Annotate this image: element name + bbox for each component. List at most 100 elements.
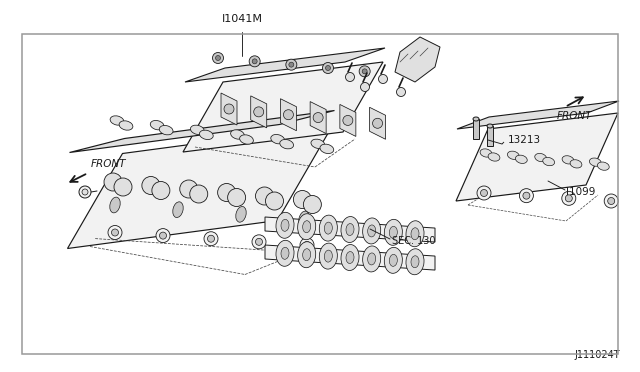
Ellipse shape [488, 153, 500, 161]
Ellipse shape [363, 218, 381, 244]
Ellipse shape [311, 139, 324, 148]
Ellipse shape [346, 224, 354, 235]
Circle shape [604, 194, 618, 208]
Circle shape [477, 186, 491, 200]
Ellipse shape [299, 211, 309, 227]
Circle shape [520, 189, 533, 203]
Circle shape [159, 232, 166, 239]
Polygon shape [183, 62, 383, 152]
Ellipse shape [406, 221, 424, 247]
Circle shape [481, 189, 488, 196]
Ellipse shape [515, 155, 527, 163]
Ellipse shape [281, 247, 289, 259]
Ellipse shape [384, 219, 403, 245]
Polygon shape [457, 101, 619, 129]
Circle shape [303, 196, 321, 214]
Circle shape [255, 187, 273, 205]
Polygon shape [395, 37, 440, 82]
Ellipse shape [389, 254, 397, 266]
Ellipse shape [303, 221, 310, 233]
Circle shape [104, 173, 122, 191]
Polygon shape [369, 107, 385, 139]
Circle shape [152, 182, 170, 199]
Polygon shape [473, 119, 479, 139]
Circle shape [300, 238, 314, 252]
Ellipse shape [230, 130, 244, 139]
Ellipse shape [406, 249, 424, 275]
Polygon shape [487, 126, 493, 146]
Circle shape [255, 238, 262, 245]
Circle shape [359, 66, 370, 77]
Text: FRONT: FRONT [557, 111, 593, 121]
Text: I1041M: I1041M [221, 14, 262, 24]
Polygon shape [280, 99, 296, 131]
Circle shape [180, 180, 198, 198]
Polygon shape [456, 113, 618, 201]
Ellipse shape [341, 244, 359, 270]
Ellipse shape [589, 158, 601, 166]
Circle shape [218, 183, 236, 202]
Circle shape [565, 195, 572, 202]
Circle shape [249, 56, 260, 67]
Ellipse shape [324, 222, 332, 234]
Ellipse shape [236, 206, 246, 222]
Polygon shape [70, 110, 335, 153]
Ellipse shape [346, 251, 354, 263]
Circle shape [286, 59, 297, 70]
Circle shape [326, 65, 330, 71]
Text: J111024T: J111024T [574, 350, 620, 360]
Circle shape [562, 191, 576, 205]
Polygon shape [67, 125, 333, 248]
Circle shape [523, 192, 530, 199]
Ellipse shape [570, 160, 582, 168]
Polygon shape [310, 102, 326, 134]
Bar [22, 34, 618, 354]
Text: 13213: 13213 [508, 135, 541, 145]
Circle shape [224, 104, 234, 114]
Ellipse shape [119, 121, 133, 130]
Ellipse shape [363, 246, 381, 272]
Ellipse shape [562, 156, 574, 164]
Polygon shape [221, 93, 237, 125]
Polygon shape [265, 245, 435, 270]
Circle shape [156, 229, 170, 243]
Circle shape [207, 235, 214, 242]
Ellipse shape [159, 125, 173, 135]
Ellipse shape [508, 151, 519, 160]
Text: SEC. 130: SEC. 130 [392, 236, 435, 246]
Ellipse shape [276, 212, 294, 238]
Circle shape [142, 176, 160, 195]
Ellipse shape [543, 157, 555, 166]
Polygon shape [265, 217, 435, 242]
Circle shape [343, 115, 353, 125]
Polygon shape [340, 105, 356, 137]
Circle shape [189, 185, 208, 203]
Ellipse shape [281, 219, 289, 231]
Circle shape [303, 241, 310, 248]
Circle shape [346, 73, 355, 81]
Circle shape [253, 107, 264, 117]
Ellipse shape [473, 117, 479, 121]
Circle shape [313, 113, 323, 122]
Circle shape [216, 55, 221, 61]
Ellipse shape [384, 247, 403, 273]
Ellipse shape [480, 149, 492, 157]
Ellipse shape [271, 135, 285, 144]
Circle shape [284, 110, 293, 120]
Circle shape [362, 69, 367, 74]
Ellipse shape [367, 225, 376, 237]
Circle shape [378, 74, 387, 83]
Circle shape [111, 229, 118, 236]
Ellipse shape [411, 228, 419, 240]
Circle shape [114, 178, 132, 196]
Circle shape [204, 232, 218, 246]
Ellipse shape [150, 121, 164, 130]
Ellipse shape [320, 144, 333, 154]
Ellipse shape [191, 125, 204, 135]
Ellipse shape [298, 242, 316, 268]
Circle shape [82, 189, 88, 195]
Ellipse shape [324, 250, 332, 262]
Circle shape [108, 225, 122, 240]
Circle shape [252, 59, 257, 64]
Polygon shape [251, 96, 267, 128]
